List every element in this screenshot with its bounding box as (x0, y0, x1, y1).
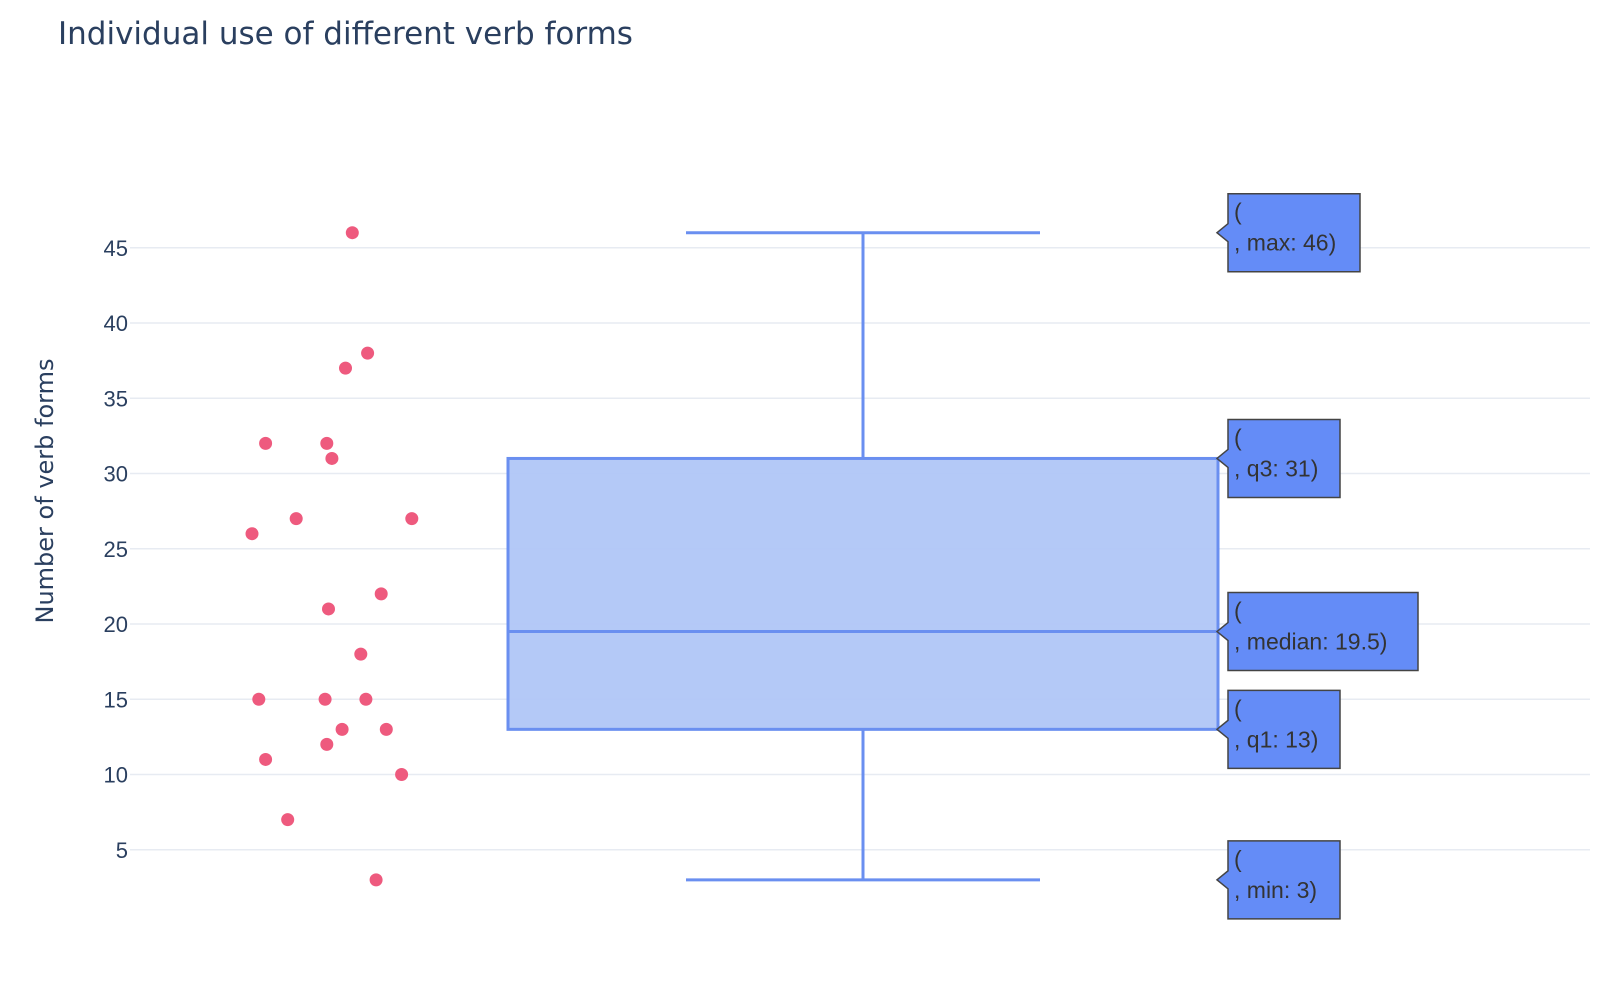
y-tick-label-15: 15 (104, 687, 128, 712)
data-point-13 (318, 692, 332, 706)
y-tick-label-10: 10 (104, 763, 128, 788)
data-point-5 (325, 451, 339, 465)
y-tick-label-25: 25 (104, 537, 128, 562)
data-point-15 (335, 722, 349, 736)
data-point-0 (345, 226, 359, 240)
iqr-box (506, 456, 1220, 731)
data-point-18 (320, 737, 334, 751)
hover-text-line1-min: ( (1234, 846, 1242, 872)
hover-label-q3: ( , q3: 31) (1215, 418, 1341, 499)
data-point-9 (374, 587, 388, 601)
data-point-7 (289, 512, 303, 526)
hover-label-q1: ( , q1: 13) (1215, 689, 1341, 770)
data-point-11 (354, 647, 368, 661)
hover-box-q1 (1215, 689, 1341, 770)
hover-label-median: ( , median: 19.5) (1215, 591, 1419, 672)
hover-labels: ( , max: 46) ( , q3: 31) ( , median: 19.5) ( , … (1215, 192, 1419, 920)
data-point-14 (359, 692, 373, 706)
data-point-10 (322, 602, 335, 616)
data-point-20 (281, 813, 295, 827)
data-point-21 (369, 873, 383, 887)
hover-text-line1-q3: ( (1234, 424, 1242, 450)
data-points (245, 226, 419, 887)
hover-text-line1-max: ( (1234, 199, 1242, 225)
hover-text-line1-q1: ( (1234, 695, 1242, 721)
data-point-1 (361, 346, 375, 360)
y-tick-label-35: 35 (104, 386, 128, 411)
hover-box-max (1215, 192, 1361, 273)
data-point-4 (320, 436, 334, 450)
hover-box-median (1215, 591, 1419, 672)
data-point-12 (252, 692, 266, 706)
data-point-8 (405, 512, 419, 526)
hover-label-max: ( , max: 46) (1215, 192, 1361, 273)
chart-title: Individual use of different verb forms (58, 16, 633, 52)
y-tick-label-5: 5 (116, 838, 128, 863)
y-tick-label-20: 20 (104, 612, 128, 637)
data-point-2 (339, 361, 352, 375)
y-axis-title: Number of verb forms (31, 359, 59, 624)
data-point-17 (259, 752, 273, 766)
hover-box-q3 (1215, 418, 1341, 499)
data-point-6 (245, 527, 259, 541)
y-tick-label-40: 40 (104, 311, 128, 336)
hover-text-line2-max: , max: 46) (1234, 230, 1336, 256)
box-trace (506, 231, 1220, 882)
y-axis-ticks: 5 10 15 20 25 30 35 40 45 (104, 236, 128, 863)
hover-text-line2-q1: , q1: 13) (1234, 726, 1318, 752)
hover-text-line2-min: , min: 3) (1234, 877, 1317, 903)
y-tick-label-45: 45 (104, 236, 128, 261)
hover-box-min (1215, 840, 1341, 920)
hover-text-line2-median: , median: 19.5) (1234, 629, 1387, 655)
hover-label-min: ( , min: 3) (1215, 840, 1341, 920)
hover-text-line2-q3: , q3: 31) (1234, 455, 1318, 481)
y-tick-label-30: 30 (104, 462, 128, 487)
data-point-16 (379, 722, 393, 736)
data-point-3 (259, 436, 273, 450)
hover-text-line1-median: ( (1234, 598, 1242, 624)
data-point-19 (395, 768, 409, 781)
